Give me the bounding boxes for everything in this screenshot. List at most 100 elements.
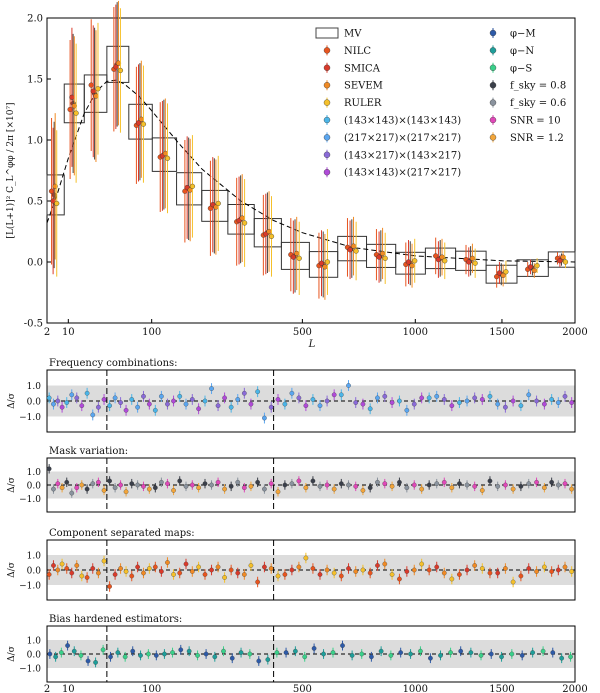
data-point: [530, 650, 535, 655]
data-point: [458, 648, 464, 654]
data-point: [404, 569, 410, 574]
data-point: [527, 264, 534, 270]
data-point: [262, 564, 267, 570]
data-point: [389, 572, 395, 577]
data-point: [112, 485, 118, 491]
mv-bin-box: [128, 103, 153, 140]
data-point: [118, 482, 123, 488]
data-point: [112, 572, 118, 577]
data-point: [107, 584, 112, 589]
data-point: [293, 648, 298, 654]
data-point: [67, 106, 73, 113]
data-point: [183, 561, 189, 567]
data-point: [228, 404, 234, 410]
legend-marker: [323, 168, 331, 176]
legend-label: φ−M: [510, 29, 536, 40]
y-tick-label: −1.0: [19, 413, 41, 423]
data-point: [289, 481, 295, 486]
data-point: [74, 485, 80, 491]
data-point: [487, 393, 493, 399]
data-point: [74, 563, 80, 568]
data-point: [375, 395, 380, 401]
data-point: [411, 401, 417, 407]
x-tick-label: 2: [44, 327, 50, 338]
data-point: [135, 564, 140, 570]
y-axis-label: Δ/σ: [7, 393, 17, 409]
data-point: [79, 573, 85, 579]
data-point: [255, 479, 260, 485]
data-point: [282, 482, 288, 488]
data-point: [69, 490, 75, 496]
data-point: [542, 401, 547, 407]
data-point: [95, 86, 101, 92]
data-point: [268, 481, 274, 486]
legend-label: f_sky = 0.6: [510, 98, 566, 109]
data-point: [268, 404, 274, 410]
data-point: [275, 573, 281, 579]
data-point: [411, 567, 417, 573]
legend-label: SMICA: [344, 63, 381, 74]
data-point: [549, 569, 554, 574]
x-axis-label: L: [308, 339, 316, 350]
legend-label: SNR = 10: [510, 116, 561, 127]
data-point: [239, 215, 245, 221]
data-point: [51, 486, 56, 492]
data-point: [215, 479, 221, 485]
data-point: [317, 572, 323, 577]
data-point: [222, 486, 227, 492]
data-point: [229, 655, 235, 661]
data-point: [378, 648, 384, 654]
data-point: [441, 570, 447, 576]
data-point: [510, 486, 516, 492]
main-panel: -0.5 0.0 0.5 1.0 1.5 2.0 2 10 100 500 1000 1500 2000…: [5, 0, 588, 350]
y-tick-label: 1.0: [27, 136, 43, 147]
data-point: [238, 650, 244, 655]
data-point: [112, 395, 118, 401]
data-point: [123, 407, 129, 413]
data-point: [518, 573, 524, 579]
legend-label: (143×143)×(143×143): [344, 116, 461, 127]
data-point: [235, 397, 241, 402]
data-point: [509, 651, 515, 657]
legend-marker: [489, 116, 497, 124]
data-point: [457, 572, 462, 577]
data-point: [165, 560, 170, 565]
data-point: [550, 650, 556, 655]
data-point: [177, 570, 183, 576]
data-point: [408, 651, 413, 657]
data-point: [310, 478, 316, 484]
data-point: [53, 654, 58, 660]
data-point: [268, 566, 274, 571]
data-point: [382, 393, 388, 399]
data-point: [457, 400, 462, 405]
legend-marker: [323, 116, 331, 124]
data-point: [235, 479, 241, 485]
data-point: [360, 567, 366, 573]
data-point: [55, 567, 61, 573]
data-point: [84, 575, 90, 580]
data-point: [241, 390, 247, 396]
data-point: [178, 647, 184, 653]
data-point: [397, 479, 402, 485]
data-point: [215, 403, 221, 408]
data-point: [265, 657, 271, 662]
data-point: [186, 648, 192, 654]
data-point: [331, 486, 337, 492]
data-point: [130, 648, 136, 654]
data-point: [196, 406, 201, 412]
data-point: [147, 566, 152, 571]
data-point: [353, 248, 359, 254]
panel-title: Bias hardened estimators:: [49, 614, 182, 625]
legend-label: φ−N: [510, 46, 534, 57]
x-tick-label: 1000: [403, 684, 428, 693]
data-point: [122, 654, 128, 660]
data-point: [510, 579, 516, 585]
legend-marker: [323, 134, 331, 141]
data-point: [159, 479, 164, 485]
data-point: [209, 567, 214, 573]
data-point: [248, 483, 254, 489]
data-point: [469, 255, 476, 261]
data-point: [510, 398, 516, 404]
data-point: [353, 483, 359, 489]
data-point: [438, 653, 443, 658]
